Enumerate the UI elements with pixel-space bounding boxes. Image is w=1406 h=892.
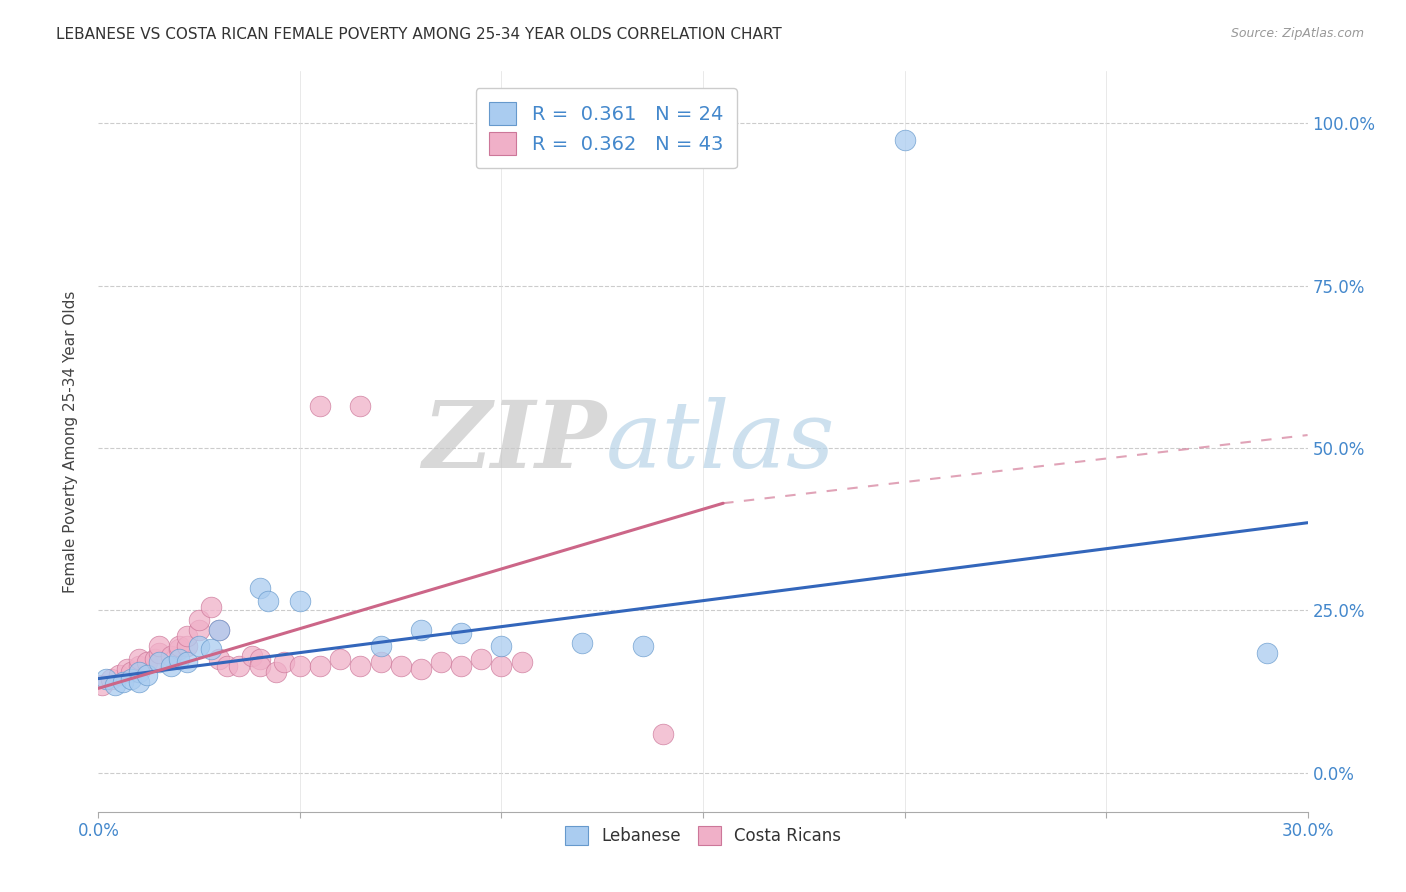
Point (409, 662, 432, 676)
Point (167, 652, 190, 666)
Point (148, 656, 170, 670)
Point (160, 648, 183, 663)
Point (651, 727, 673, 741)
Point (389, 658, 412, 673)
Point (208, 652, 231, 666)
Point (160, 658, 183, 673)
Point (571, 636, 593, 650)
Point (200, 642, 222, 657)
Point (249, 652, 271, 666)
Point (148, 646, 170, 660)
Point (430, 656, 453, 670)
Point (491, 639, 513, 653)
Point (309, 399, 332, 413)
Point (107, 668, 129, 682)
Point (893, 132, 915, 146)
Point (510, 656, 533, 670)
Point (100, 672, 122, 686)
Point (288, 593, 311, 607)
Y-axis label: Female Poverty Among 25-34 Year Olds: Female Poverty Among 25-34 Year Olds (63, 291, 77, 592)
Point (264, 665, 287, 679)
Point (1256, 646, 1278, 660)
Point (309, 658, 332, 673)
Point (128, 658, 150, 673)
Point (631, 639, 654, 653)
Text: LEBANESE VS COSTA RICAN FEMALE POVERTY AMONG 25-34 YEAR OLDS CORRELATION CHART: LEBANESE VS COSTA RICAN FEMALE POVERTY A… (56, 27, 782, 42)
Point (208, 623, 231, 637)
Point (470, 652, 492, 666)
Point (450, 658, 472, 673)
Point (176, 629, 198, 643)
Point (273, 656, 295, 670)
Point (217, 658, 239, 673)
Point (200, 600, 222, 615)
Point (208, 623, 231, 637)
Point (188, 639, 211, 653)
Point (128, 674, 150, 689)
Point (450, 626, 472, 640)
Legend: Lebanese, Costa Ricans: Lebanese, Costa Ricans (558, 819, 848, 852)
Point (128, 665, 150, 679)
Point (329, 652, 352, 666)
Point (409, 623, 432, 637)
Point (167, 642, 190, 657)
Point (148, 639, 170, 653)
Point (249, 581, 271, 595)
Point (103, 678, 125, 692)
Point (143, 652, 166, 666)
Point (115, 662, 138, 676)
Point (370, 656, 392, 670)
Text: Source: ZipAtlas.com: Source: ZipAtlas.com (1230, 27, 1364, 40)
Point (167, 639, 190, 653)
Point (188, 623, 211, 637)
Text: atlas: atlas (606, 397, 835, 486)
Point (188, 613, 211, 627)
Point (349, 658, 371, 673)
Point (96, 672, 118, 686)
Point (120, 672, 142, 686)
Point (370, 639, 392, 653)
Point (288, 658, 311, 673)
Point (249, 658, 271, 673)
Point (111, 674, 134, 689)
Point (120, 665, 142, 679)
Point (176, 639, 198, 653)
Point (256, 593, 278, 607)
Text: ZIP: ZIP (422, 397, 606, 486)
Point (240, 648, 263, 663)
Point (91, 678, 114, 692)
Point (128, 652, 150, 666)
Point (135, 668, 157, 682)
Point (349, 399, 371, 413)
Point (176, 656, 198, 670)
Point (228, 658, 250, 673)
Point (135, 656, 157, 670)
Point (491, 658, 513, 673)
